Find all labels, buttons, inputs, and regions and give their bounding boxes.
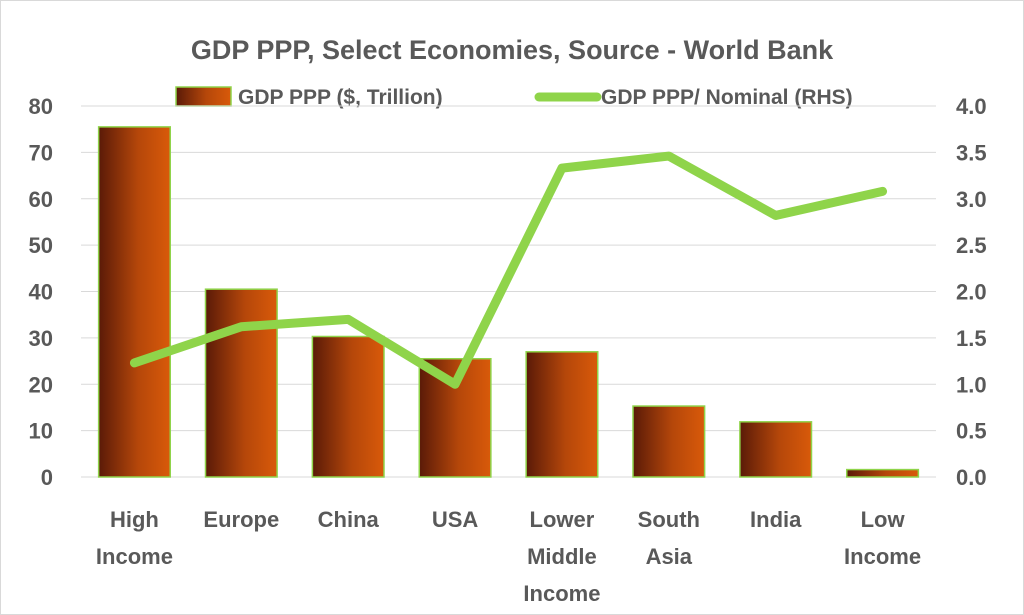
right-axis-tick-label: 0.0 [956,465,987,490]
category-label: High Income [96,507,173,569]
left-axis-tick-label: 40 [29,280,53,305]
bar [846,468,920,478]
line-point [347,318,349,320]
left-axis-tick-label: 20 [29,372,53,397]
left-axis: 0 10 20 30 40 50 60 70 80 [29,94,53,490]
right-axis-tick-label: 4.0 [956,94,987,119]
bar [739,421,813,478]
line-point [561,167,563,169]
category-layer: High Income Europe China USA Lower Middle Incom… [96,507,921,606]
bar [97,126,171,478]
line-point [668,155,670,157]
legend-bar-swatch [175,86,232,107]
legend-line-label: GDP PPP/ Nominal (RHS) [601,86,853,109]
right-axis-tick-label: 2.0 [956,280,987,305]
bar [525,351,599,478]
legend: GDP PPP ($, Trillion) GDP PPP/ Nominal (R… [175,86,853,109]
category-label: USA [432,507,479,532]
line-point [454,383,456,385]
left-axis-tick-label: 30 [29,326,53,351]
line-point [882,190,884,192]
left-axis-tick-label: 70 [29,140,53,165]
right-axis-tick-label: 1.0 [956,372,987,397]
category-label: Lower Middle Income [523,507,600,606]
category-label: India [750,507,802,532]
line-point [133,362,135,364]
right-axis-tick-label: 3.5 [956,140,987,165]
bar [632,405,706,478]
right-axis-tick-label: 0.5 [956,419,987,444]
legend-bar-label: GDP PPP ($, Trillion) [238,86,443,109]
left-axis-tick-label: 10 [29,419,53,444]
line-point [240,326,242,328]
left-axis-tick-label: 0 [41,465,53,490]
right-axis-tick-label: 1.5 [956,326,987,351]
chart-title: GDP PPP, Select Economies, Source - Worl… [191,35,834,65]
line-layer [129,151,888,389]
category-label: South Asia [638,507,700,569]
category-label: Low Income [844,507,921,569]
category-label: China [318,507,380,532]
bar [204,288,278,478]
right-axis: 0.0 0.5 1.0 1.5 2.0 2.5 3.0 3.5 4.0 [956,94,987,490]
bars-layer [97,126,920,478]
ratio-line [129,151,888,389]
right-axis-tick-label: 3.0 [956,187,987,212]
right-axis-tick-label: 2.5 [956,233,987,258]
bar [311,335,385,478]
line-point [775,214,777,216]
left-axis-tick-label: 60 [29,187,53,212]
category-label: Europe [203,507,279,532]
left-axis-tick-label: 80 [29,94,53,119]
left-axis-tick-label: 50 [29,233,53,258]
